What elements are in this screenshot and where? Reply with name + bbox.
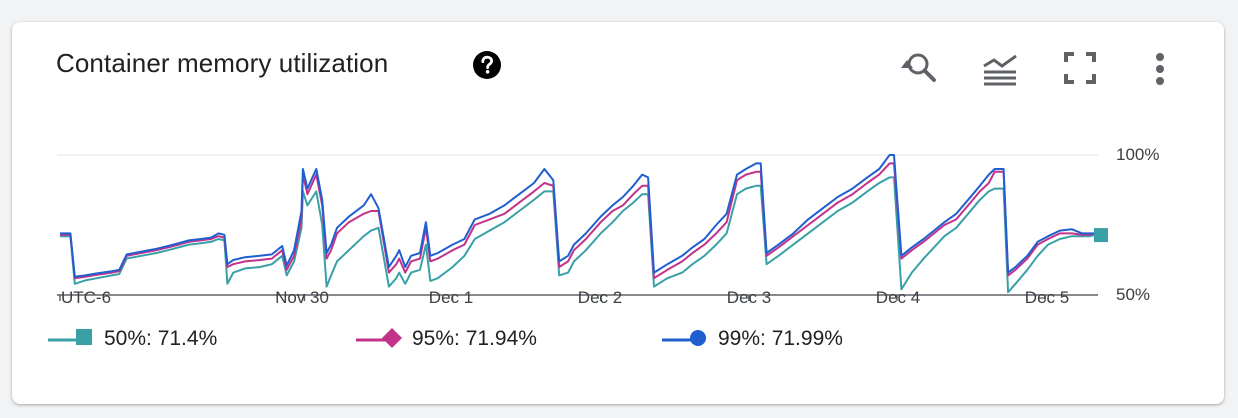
x-tick-label-dec2: Dec 2: [578, 288, 622, 308]
legend-label: 95%: 71.94%: [412, 327, 537, 351]
legend-item-p50[interactable]: 50%: 71.4%: [48, 326, 217, 352]
line-chart: [0, 0, 1238, 418]
x-tick-label-dec4: Dec 4: [876, 288, 920, 308]
legend-marker-square: [48, 326, 94, 352]
series-end-marker: [1094, 228, 1108, 242]
y-tick-label-100: 100%: [1116, 145, 1159, 165]
x-tick-label-dec1: Dec 1: [429, 288, 473, 308]
legend-marker-circle: [662, 326, 708, 352]
legend-item-p95[interactable]: 95%: 71.94%: [356, 326, 537, 352]
x-tick-label-nov30: Nov 30: [275, 288, 329, 308]
x-tick-label-dec3: Dec 3: [727, 288, 771, 308]
y-tick-label-50: 50%: [1116, 285, 1150, 305]
legend-label: 99%: 71.99%: [718, 327, 843, 351]
x-tick-label-dec5: Dec 5: [1025, 288, 1069, 308]
legend-label: 50%: 71.4%: [104, 327, 217, 351]
legend-item-p99[interactable]: 99%: 71.99%: [662, 326, 843, 352]
x-timezone-label: UTC-6: [61, 288, 111, 308]
legend-marker-diamond: [356, 326, 402, 352]
series-line-95p[interactable]: [60, 163, 1094, 278]
